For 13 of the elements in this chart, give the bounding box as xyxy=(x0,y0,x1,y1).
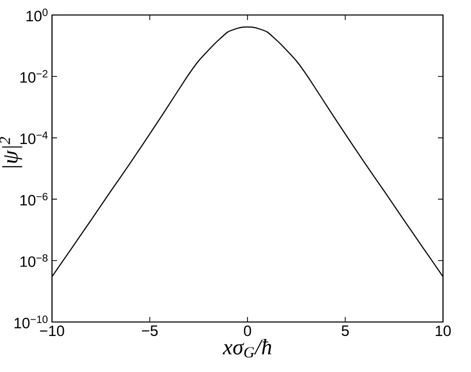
y-tick-label: 10$^{0}$ xyxy=(26,8,48,22)
y-tick-label: 10$^{−6}$ xyxy=(20,192,48,206)
x-tick-label: 0 xyxy=(244,326,252,336)
x-tick-label: −10 xyxy=(40,326,64,336)
y-tick-label: 10$^{−2}$ xyxy=(20,70,48,83)
x-tick-label: 5 xyxy=(342,326,349,336)
y-tick-label: 10$^{−8}$ xyxy=(20,254,48,267)
y-tick-label: 10$^{−4}$ xyxy=(20,132,48,144)
x-tick-label: −5 xyxy=(142,326,158,336)
x-axis-title: xσ$_{G}$/ħ xyxy=(222,339,272,358)
y-tick-label: 10$^{−10}$ xyxy=(14,316,48,328)
y-axis-title: |ψ|$^{2}$ xyxy=(0,137,22,168)
x-tick-label: 10 xyxy=(436,326,451,336)
